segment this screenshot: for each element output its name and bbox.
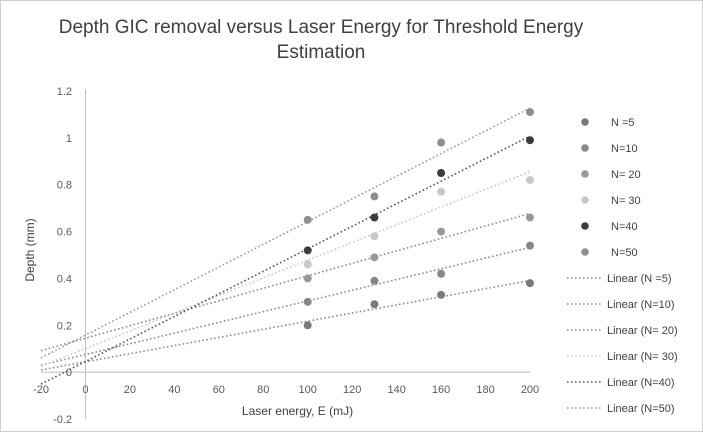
legend-marker bbox=[581, 222, 589, 230]
y-tick-label: 0.4 bbox=[57, 273, 72, 285]
data-point bbox=[370, 276, 379, 285]
data-point bbox=[303, 215, 312, 224]
y-tick-label: 1 bbox=[66, 133, 72, 145]
y-tick-label: 0.6 bbox=[57, 227, 72, 239]
data-point bbox=[437, 227, 446, 236]
data-point bbox=[370, 213, 379, 222]
y-tick-label: 1.2 bbox=[57, 86, 72, 98]
legend-marker bbox=[581, 144, 589, 152]
chart-title-line2: Estimation bbox=[276, 42, 366, 63]
legend-label: Linear (N= 20) bbox=[607, 325, 678, 337]
legend-label: N=40 bbox=[611, 221, 638, 233]
legend-marker bbox=[581, 118, 589, 126]
data-point bbox=[437, 290, 446, 299]
data-point bbox=[526, 213, 534, 222]
legend-marker bbox=[581, 196, 589, 204]
x-tick-label: 160 bbox=[432, 384, 450, 396]
data-point bbox=[437, 138, 446, 147]
legend-label: N= 30 bbox=[611, 195, 641, 207]
trendline bbox=[40, 135, 531, 385]
legend-label: N =5 bbox=[611, 117, 635, 129]
legend-label: Linear (N=10) bbox=[607, 299, 675, 311]
data-point bbox=[437, 269, 446, 278]
data-point bbox=[303, 260, 312, 269]
legend-marker bbox=[581, 170, 589, 178]
x-tick-label: 20 bbox=[124, 384, 136, 396]
x-tick-label: 40 bbox=[168, 384, 180, 396]
data-point bbox=[526, 241, 534, 250]
y-tick-label: -0.2 bbox=[53, 414, 72, 426]
legend-label: N=50 bbox=[611, 247, 638, 259]
x-tick-label: -20 bbox=[33, 384, 49, 396]
x-tick-label: 120 bbox=[343, 384, 361, 396]
legend-label: N=10 bbox=[611, 143, 638, 155]
data-point bbox=[370, 232, 379, 241]
data-point bbox=[370, 253, 379, 262]
data-point bbox=[526, 108, 534, 117]
y-tick-label: 0 bbox=[66, 367, 72, 379]
legend: N =5 N=10 N= 20 N= 30 N=40 N=50 Linear (N =5) L… bbox=[567, 117, 678, 415]
legend-label: Linear (N= 30) bbox=[607, 351, 678, 363]
y-tick-label: 0.2 bbox=[57, 320, 72, 332]
x-tick-label: 0 bbox=[82, 384, 88, 396]
x-tick-label: 100 bbox=[299, 384, 317, 396]
x-tick-label: 60 bbox=[213, 384, 225, 396]
chart-title: Depth GIC removal versus Laser Energy fo… bbox=[31, 15, 611, 65]
trendlines bbox=[40, 107, 531, 385]
data-point bbox=[303, 321, 312, 330]
data-point bbox=[370, 300, 379, 309]
data-point bbox=[370, 192, 379, 201]
data-point bbox=[437, 187, 446, 196]
data-point bbox=[303, 274, 312, 283]
legend-marker bbox=[581, 248, 589, 256]
trendline bbox=[40, 170, 531, 368]
chart-title-line1: Depth GIC removal versus Laser Energy fo… bbox=[58, 17, 584, 38]
data-point bbox=[303, 246, 312, 255]
trendline bbox=[40, 212, 531, 352]
data-point bbox=[526, 279, 534, 288]
y-tick-label: 0.8 bbox=[57, 180, 72, 192]
trendline bbox=[40, 246, 531, 367]
x-tick-label: 200 bbox=[521, 384, 539, 396]
data-points bbox=[303, 108, 534, 330]
data-point bbox=[526, 136, 534, 145]
data-point bbox=[526, 176, 534, 185]
y-axis-label: Depth (mm) bbox=[23, 218, 37, 281]
x-tick-label: 80 bbox=[257, 384, 269, 396]
legend-label: N= 20 bbox=[611, 169, 641, 181]
trendline bbox=[40, 107, 531, 359]
x-tick-label: 140 bbox=[387, 384, 405, 396]
data-point bbox=[437, 169, 446, 177]
axes: -20 0 20 40 60 80 100 120 140 160 180 200 -0.2 0 0.2 0.… bbox=[33, 86, 539, 426]
x-tick-label: 180 bbox=[476, 384, 494, 396]
legend-label: Linear (N=50) bbox=[607, 403, 675, 415]
x-axis-label: Laser energy, E (mJ) bbox=[242, 404, 353, 418]
data-point bbox=[303, 297, 312, 306]
trendline bbox=[40, 279, 531, 371]
legend-label: Linear (N=40) bbox=[607, 377, 675, 389]
legend-label: Linear (N =5) bbox=[607, 273, 672, 285]
